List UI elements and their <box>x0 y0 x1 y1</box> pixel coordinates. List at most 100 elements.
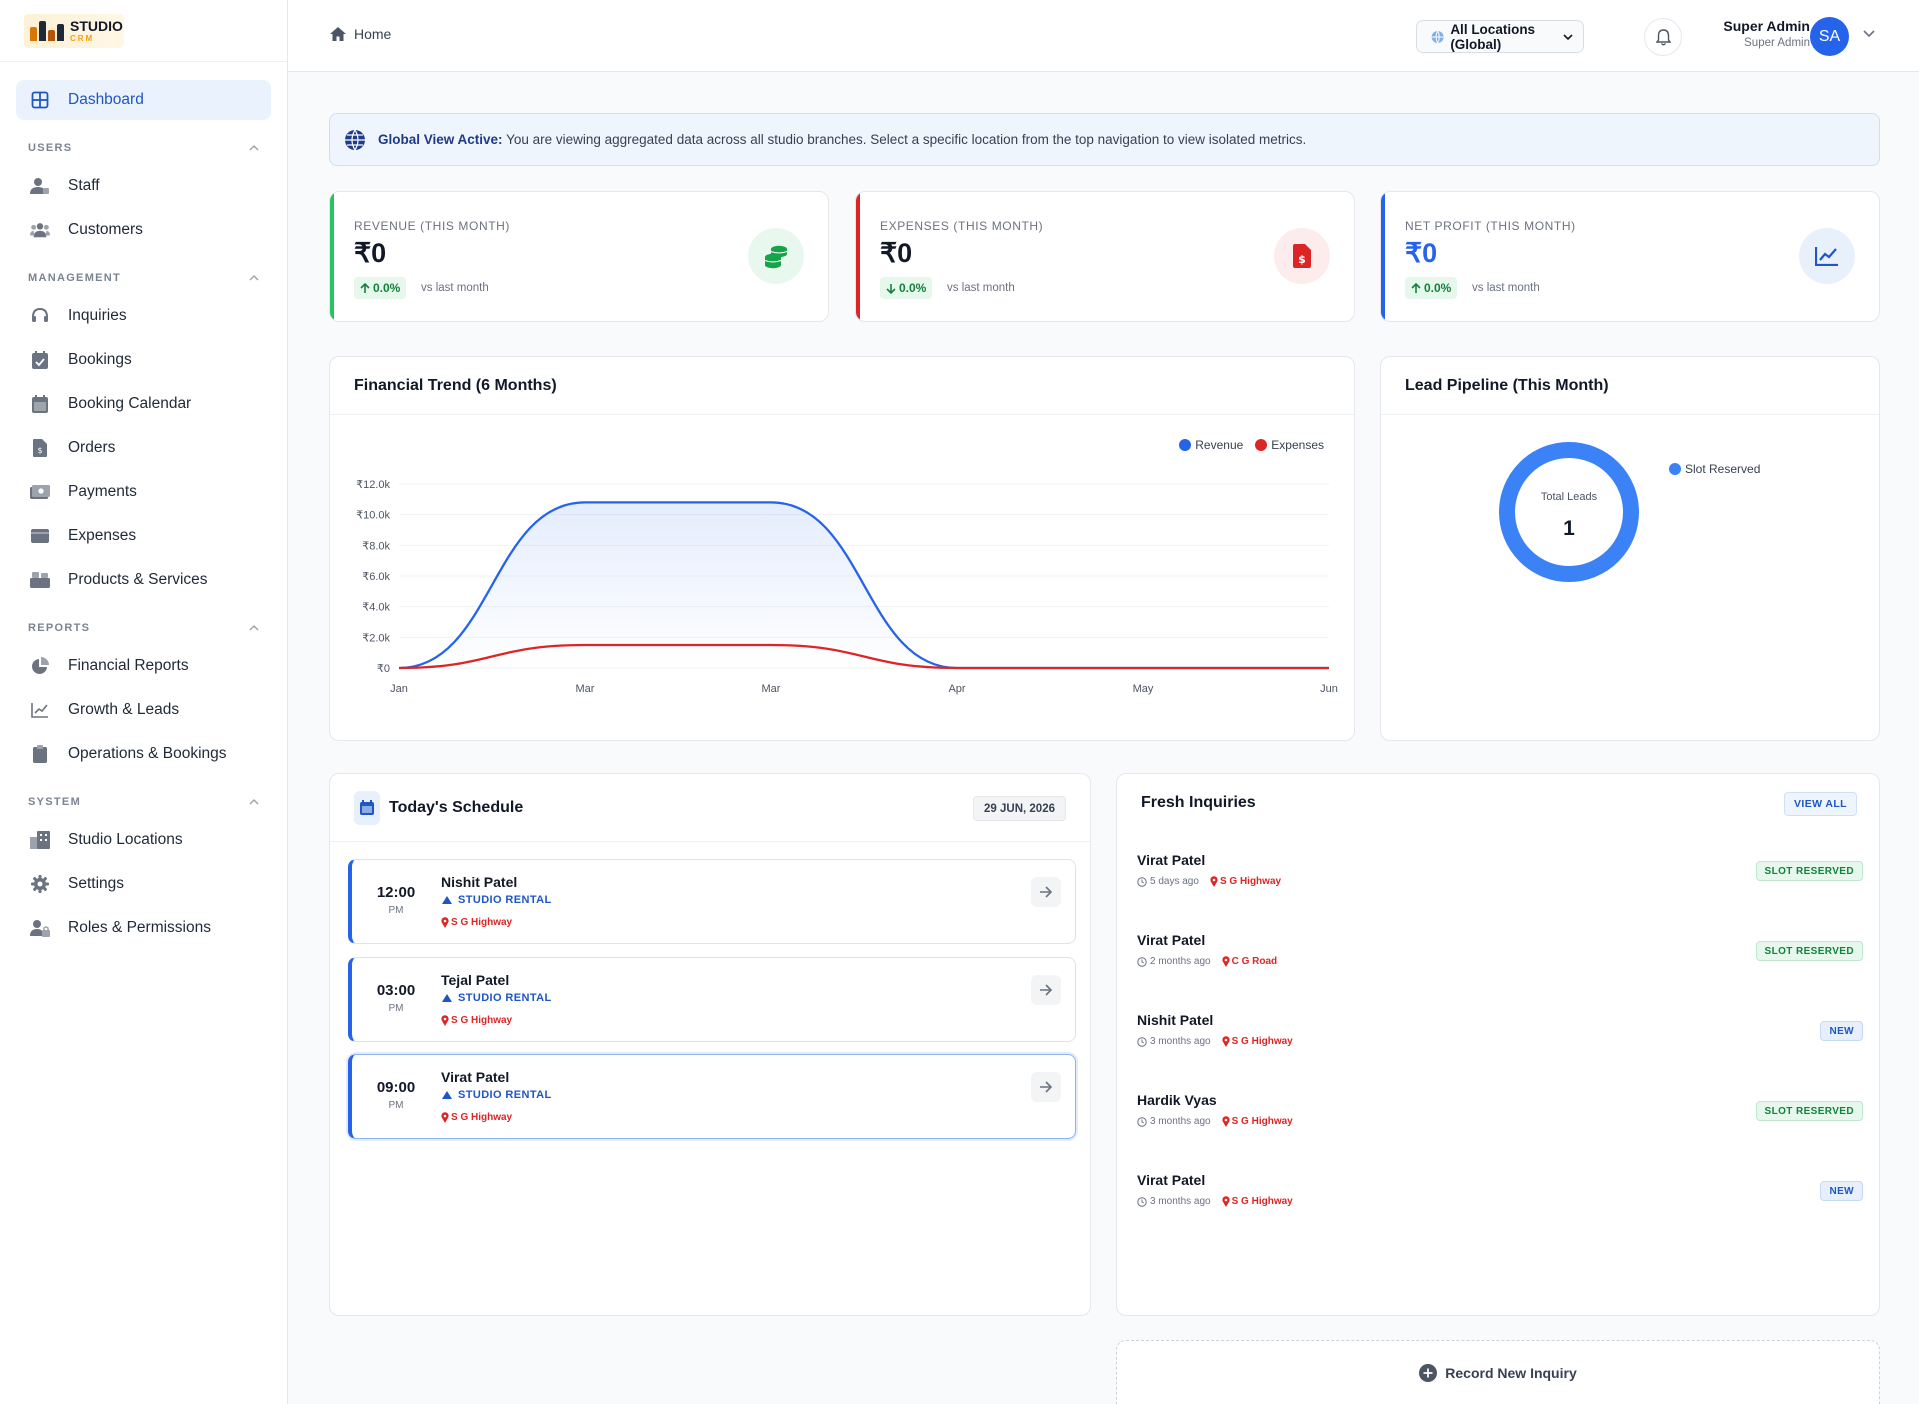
sidebar-item-orders[interactable]: $ Orders <box>16 428 271 468</box>
service-label: STUDIO RENTAL <box>458 992 552 1004</box>
donut-center-label: Total Leads <box>1540 491 1598 503</box>
schedule-customer: Tejal Patel <box>441 972 510 988</box>
legend-item-revenue[interactable]: Revenue <box>1179 438 1243 452</box>
legend-swatch <box>1179 439 1192 451</box>
sidebar-item-booking-calendar[interactable]: Booking Calendar <box>16 384 271 424</box>
y-tick-label: ₹8.0k <box>362 540 390 552</box>
panel-title: Fresh Inquiries <box>1141 794 1256 811</box>
user-tie-icon <box>30 176 50 196</box>
sidebar-item-label: Roles & Permissions <box>68 919 211 936</box>
open-booking-button[interactable] <box>1031 975 1061 1005</box>
clock-icon <box>1137 876 1147 887</box>
location-label: C G Road <box>1231 956 1278 967</box>
avatar[interactable]: SA <box>1810 17 1849 56</box>
nav-section-reports[interactable]: REPORTS <box>16 618 271 638</box>
chevron-up-icon <box>249 275 259 281</box>
sidebar-item-growth-leads[interactable]: Growth & Leads <box>16 690 271 730</box>
sidebar-item-roles-permissions[interactable]: Roles & Permissions <box>16 908 271 948</box>
panel-title: Financial Trend (6 Months) <box>330 357 1354 415</box>
schedule-ampm: PM <box>388 1003 404 1014</box>
schedule-location: S G Highway <box>441 1112 512 1123</box>
sidebar-item-label: Orders <box>68 439 116 456</box>
banner-text: You are viewing aggregated data across a… <box>506 132 1307 147</box>
x-tick-label: Mar <box>576 683 595 695</box>
sidebar-item-inquiries[interactable]: Inquiries <box>16 296 271 336</box>
invoice-icon: $ <box>30 438 50 458</box>
inquiry-item[interactable]: Virat Patel 2 months ago C G Road SLOT R… <box>1137 932 1863 992</box>
sidebar-item-staff[interactable]: Staff <box>16 166 271 206</box>
notifications-button[interactable] <box>1644 18 1682 56</box>
stat-change-badge: 0.0% <box>354 277 407 299</box>
calendar-icon <box>354 790 380 825</box>
schedule-service: STUDIO RENTAL <box>441 1089 552 1101</box>
inquiry-item[interactable]: Virat Patel 3 months ago S G Highway NEW <box>1137 1172 1863 1232</box>
breadcrumb[interactable]: Home <box>330 26 391 42</box>
status-badge: NEW <box>1820 1021 1863 1041</box>
sidebar-item-label: Customers <box>68 221 143 238</box>
user-info[interactable]: Super Admin Super Admin <box>1700 18 1810 49</box>
sidebar-item-customers[interactable]: Customers <box>16 210 271 250</box>
sidebar-item-settings[interactable]: Settings <box>16 864 271 904</box>
sidebar-item-label: Payments <box>68 483 137 500</box>
stat-change: 0.0% <box>899 281 927 295</box>
legend-item-slot-reserved[interactable]: Slot Reserved <box>1669 462 1760 476</box>
inquiry-ago: 3 months ago <box>1150 1116 1211 1127</box>
map-pin-icon <box>1222 1036 1230 1047</box>
open-booking-button[interactable] <box>1031 877 1061 907</box>
schedule-time: 12:00 <box>376 884 416 901</box>
inquiry-meta: 3 months ago S G Highway <box>1137 1196 1293 1207</box>
record-new-inquiry-button[interactable]: Record New Inquiry <box>1116 1340 1880 1404</box>
sidebar-item-financial-reports[interactable]: Financial Reports <box>16 646 271 686</box>
sidebar-item-dashboard[interactable]: Dashboard <box>16 80 271 120</box>
service-label: STUDIO RENTAL <box>458 894 552 906</box>
schedule-location: S G Highway <box>441 1015 512 1026</box>
inquiry-location: S G Highway <box>1210 876 1281 887</box>
y-tick-label: ₹12.0k <box>356 479 390 491</box>
location-label: S G Highway <box>1219 876 1282 887</box>
donut-center-value: 1 <box>1563 517 1575 540</box>
breadcrumb-home[interactable]: Home <box>354 26 392 42</box>
legend-item-expenses[interactable]: Expenses <box>1255 438 1324 452</box>
inquiry-name: Nishit Patel <box>1137 1012 1214 1028</box>
chevron-down-icon[interactable] <box>1863 30 1875 38</box>
pie-chart-icon <box>30 656 50 676</box>
y-tick-label: ₹2.0k <box>362 632 390 644</box>
users-group-icon <box>30 220 50 240</box>
nav-section-system[interactable]: SYSTEM <box>16 792 271 812</box>
legend-swatch <box>1255 439 1268 451</box>
inquiry-meta: 2 months ago C G Road <box>1137 956 1277 967</box>
inquiry-item[interactable]: Virat Patel 5 days ago S G Highway SLOT … <box>1137 852 1863 912</box>
y-tick-label: ₹10.0k <box>356 510 390 522</box>
inquiry-item[interactable]: Nishit Patel 3 months ago S G Highway NE… <box>1137 1012 1863 1072</box>
stat-label: EXPENSES (THIS MONTH) <box>880 219 1044 233</box>
sidebar-item-studio-locations[interactable]: Studio Locations <box>16 820 271 860</box>
location-label: S G Highway <box>451 1112 513 1123</box>
open-booking-button[interactable] <box>1031 1072 1061 1102</box>
sidebar-item-label: Dashboard <box>68 91 144 108</box>
schedule-item[interactable]: 09:00 PM Virat Patel STUDIO RENTAL S G H… <box>348 1054 1076 1139</box>
camera-icon <box>442 1091 452 1099</box>
location-select[interactable]: All Locations (Global) <box>1416 20 1584 53</box>
financial-trend-chart: ₹0 ₹2.0k ₹4.0k ₹6.0k ₹8.0k ₹10.0k ₹12.0k Jan Mar… <box>356 479 1338 695</box>
home-icon <box>330 27 346 41</box>
inquiry-location: S G Highway <box>1222 1036 1293 1047</box>
nav-section-management[interactable]: MANAGEMENT <box>16 268 271 288</box>
schedule-item[interactable]: 03:00 PM Tejal Patel STUDIO RENTAL S G H… <box>348 957 1076 1042</box>
brand-logo[interactable]: STUDIO CRM <box>0 0 287 62</box>
sidebar-item-products-services[interactable]: Products & Services <box>16 560 271 600</box>
sidebar-item-payments[interactable]: Payments <box>16 472 271 512</box>
stat-label: REVENUE (THIS MONTH) <box>354 219 510 233</box>
sidebar-item-operations-bookings[interactable]: Operations & Bookings <box>16 734 271 774</box>
view-all-inquiries-button[interactable]: VIEW ALL <box>1784 792 1857 816</box>
sidebar-item-bookings[interactable]: Bookings <box>16 340 271 380</box>
stat-change-badge: 0.0% <box>1405 277 1458 299</box>
sidebar-item-label: Staff <box>68 177 100 194</box>
inquiry-item[interactable]: Hardik Vyas 3 months ago S G Highway SLO… <box>1137 1092 1863 1152</box>
nav-section-users[interactable]: USERS <box>16 138 271 158</box>
donut-slice-slot-reserved[interactable] <box>1499 442 1639 582</box>
stat-value: ₹0 <box>880 238 913 268</box>
bell-icon <box>1655 28 1671 45</box>
sidebar-item-expenses[interactable]: Expenses <box>16 516 271 556</box>
stat-vs: vs last month <box>1472 282 1540 294</box>
schedule-item[interactable]: 12:00 PM Nishit Patel STUDIO RENTAL S G … <box>348 859 1076 944</box>
